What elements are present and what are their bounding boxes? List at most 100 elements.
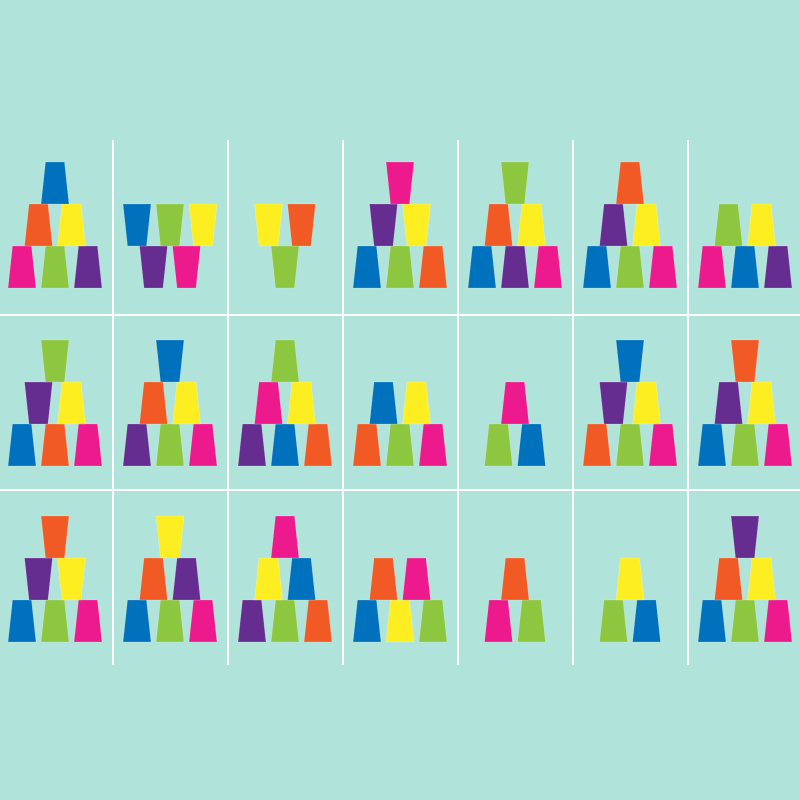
cup-pink-inverted xyxy=(648,423,678,467)
stack-pattern xyxy=(122,203,218,289)
cup-pink-inverted xyxy=(418,423,448,467)
cup-pink-upright xyxy=(385,161,415,205)
cup-orange-upright xyxy=(40,515,70,559)
stack-pattern xyxy=(599,557,661,643)
cup-pink-inverted xyxy=(188,599,218,643)
cup-orange-inverted xyxy=(500,557,530,601)
cup-purple-inverted xyxy=(237,423,267,467)
cup-green-inverted xyxy=(615,245,645,289)
stack-pattern xyxy=(484,557,546,643)
cup-pink-inverted xyxy=(500,381,530,425)
stack-pattern xyxy=(697,339,793,467)
stack-pattern xyxy=(484,381,546,467)
cup-orange-inverted xyxy=(139,557,168,601)
cup-orange-inverted xyxy=(418,245,448,289)
cup-green-inverted xyxy=(714,203,743,247)
cup-green-inverted xyxy=(517,599,546,643)
cup-green-inverted xyxy=(40,599,70,643)
stack-pattern xyxy=(122,515,218,643)
cup-pink-inverted xyxy=(648,245,678,289)
cup-yellow-upright xyxy=(402,203,431,247)
stack-pattern xyxy=(254,203,316,289)
cup-blue-inverted xyxy=(7,423,37,467)
cup-yellow-inverted xyxy=(254,557,283,601)
cup-pink-inverted xyxy=(270,515,300,559)
cup-purple-upright xyxy=(599,381,628,425)
cup-pink-inverted xyxy=(188,423,218,467)
grid-lines xyxy=(0,140,800,665)
cup-pink-inverted xyxy=(73,599,103,643)
cup-pink-inverted xyxy=(402,557,431,601)
cup-blue-inverted xyxy=(582,245,612,289)
cup-orange-inverted xyxy=(484,203,513,247)
stack-pattern xyxy=(7,339,103,467)
stack-pattern xyxy=(7,515,103,643)
cup-green-inverted xyxy=(385,423,415,467)
cup-purple-upright xyxy=(730,515,760,559)
cup-green-inverted xyxy=(730,599,760,643)
cup-yellow-upright xyxy=(188,203,218,247)
cup-pink-inverted xyxy=(484,599,513,643)
cup-pink-inverted xyxy=(763,599,793,643)
cup-blue-inverted xyxy=(697,599,727,643)
cup-blue-inverted xyxy=(287,557,316,601)
stack-pattern xyxy=(467,161,563,289)
cup-yellow-inverted xyxy=(402,381,431,425)
cup-blue-inverted xyxy=(730,245,760,289)
cup-yellow-inverted xyxy=(172,381,201,425)
cup-purple-inverted xyxy=(599,203,628,247)
cup-green-upright xyxy=(270,245,300,289)
cup-orange-inverted xyxy=(24,203,53,247)
cup-yellow-inverted xyxy=(747,381,776,425)
cup-yellow-upright xyxy=(155,515,185,559)
cup-purple-inverted xyxy=(237,599,267,643)
cup-green-inverted xyxy=(599,599,628,643)
cup-green-inverted xyxy=(155,599,185,643)
cup-orange-inverted xyxy=(615,161,645,205)
cup-orange-inverted xyxy=(714,557,743,601)
cup-yellow-inverted xyxy=(747,203,776,247)
stack-pattern xyxy=(352,381,448,467)
cup-yellow-inverted xyxy=(747,557,776,601)
cup-purple-upright xyxy=(369,203,398,247)
cup-blue-inverted xyxy=(352,245,382,289)
cup-blue-inverted xyxy=(122,599,152,643)
cup-yellow-upright xyxy=(254,203,283,247)
cup-blue-inverted xyxy=(352,599,382,643)
cup-pink-inverted xyxy=(697,245,727,289)
cup-orange-upright xyxy=(287,203,316,247)
cup-yellow-inverted xyxy=(632,381,661,425)
stack-pattern xyxy=(237,339,333,467)
cup-purple-upright xyxy=(24,557,53,601)
cup-orange-inverted xyxy=(582,423,612,467)
cup-yellow-inverted xyxy=(385,599,415,643)
cup-purple-inverted xyxy=(763,245,793,289)
cup-purple-upright xyxy=(24,381,53,425)
cup-green-inverted xyxy=(270,339,300,383)
cup-orange-inverted xyxy=(352,423,382,467)
cup-green-inverted xyxy=(484,423,513,467)
cup-yellow-inverted xyxy=(517,203,546,247)
cup-pink-inverted xyxy=(763,423,793,467)
cup-green-upright xyxy=(500,161,530,205)
cup-yellow-upright xyxy=(57,557,86,601)
stack-pattern xyxy=(122,339,218,467)
cup-green-inverted xyxy=(40,245,70,289)
cup-purple-inverted xyxy=(714,381,743,425)
cup-blue-inverted xyxy=(40,161,70,205)
cup-orange-inverted xyxy=(303,599,333,643)
cup-blue-inverted xyxy=(270,423,300,467)
cup-green-inverted xyxy=(615,423,645,467)
cup-orange-inverted xyxy=(303,423,333,467)
stack-pattern xyxy=(352,161,448,289)
cup-green-inverted xyxy=(418,599,448,643)
cup-purple-upright xyxy=(139,245,168,289)
cup-blue-inverted xyxy=(7,599,37,643)
cup-green-inverted xyxy=(155,423,185,467)
cup-blue-inverted xyxy=(467,245,497,289)
cup-purple-inverted xyxy=(500,245,530,289)
pattern-cells xyxy=(7,161,793,643)
cup-green-inverted xyxy=(730,423,760,467)
cup-orange-inverted xyxy=(369,557,398,601)
cup-pink-inverted xyxy=(73,423,103,467)
